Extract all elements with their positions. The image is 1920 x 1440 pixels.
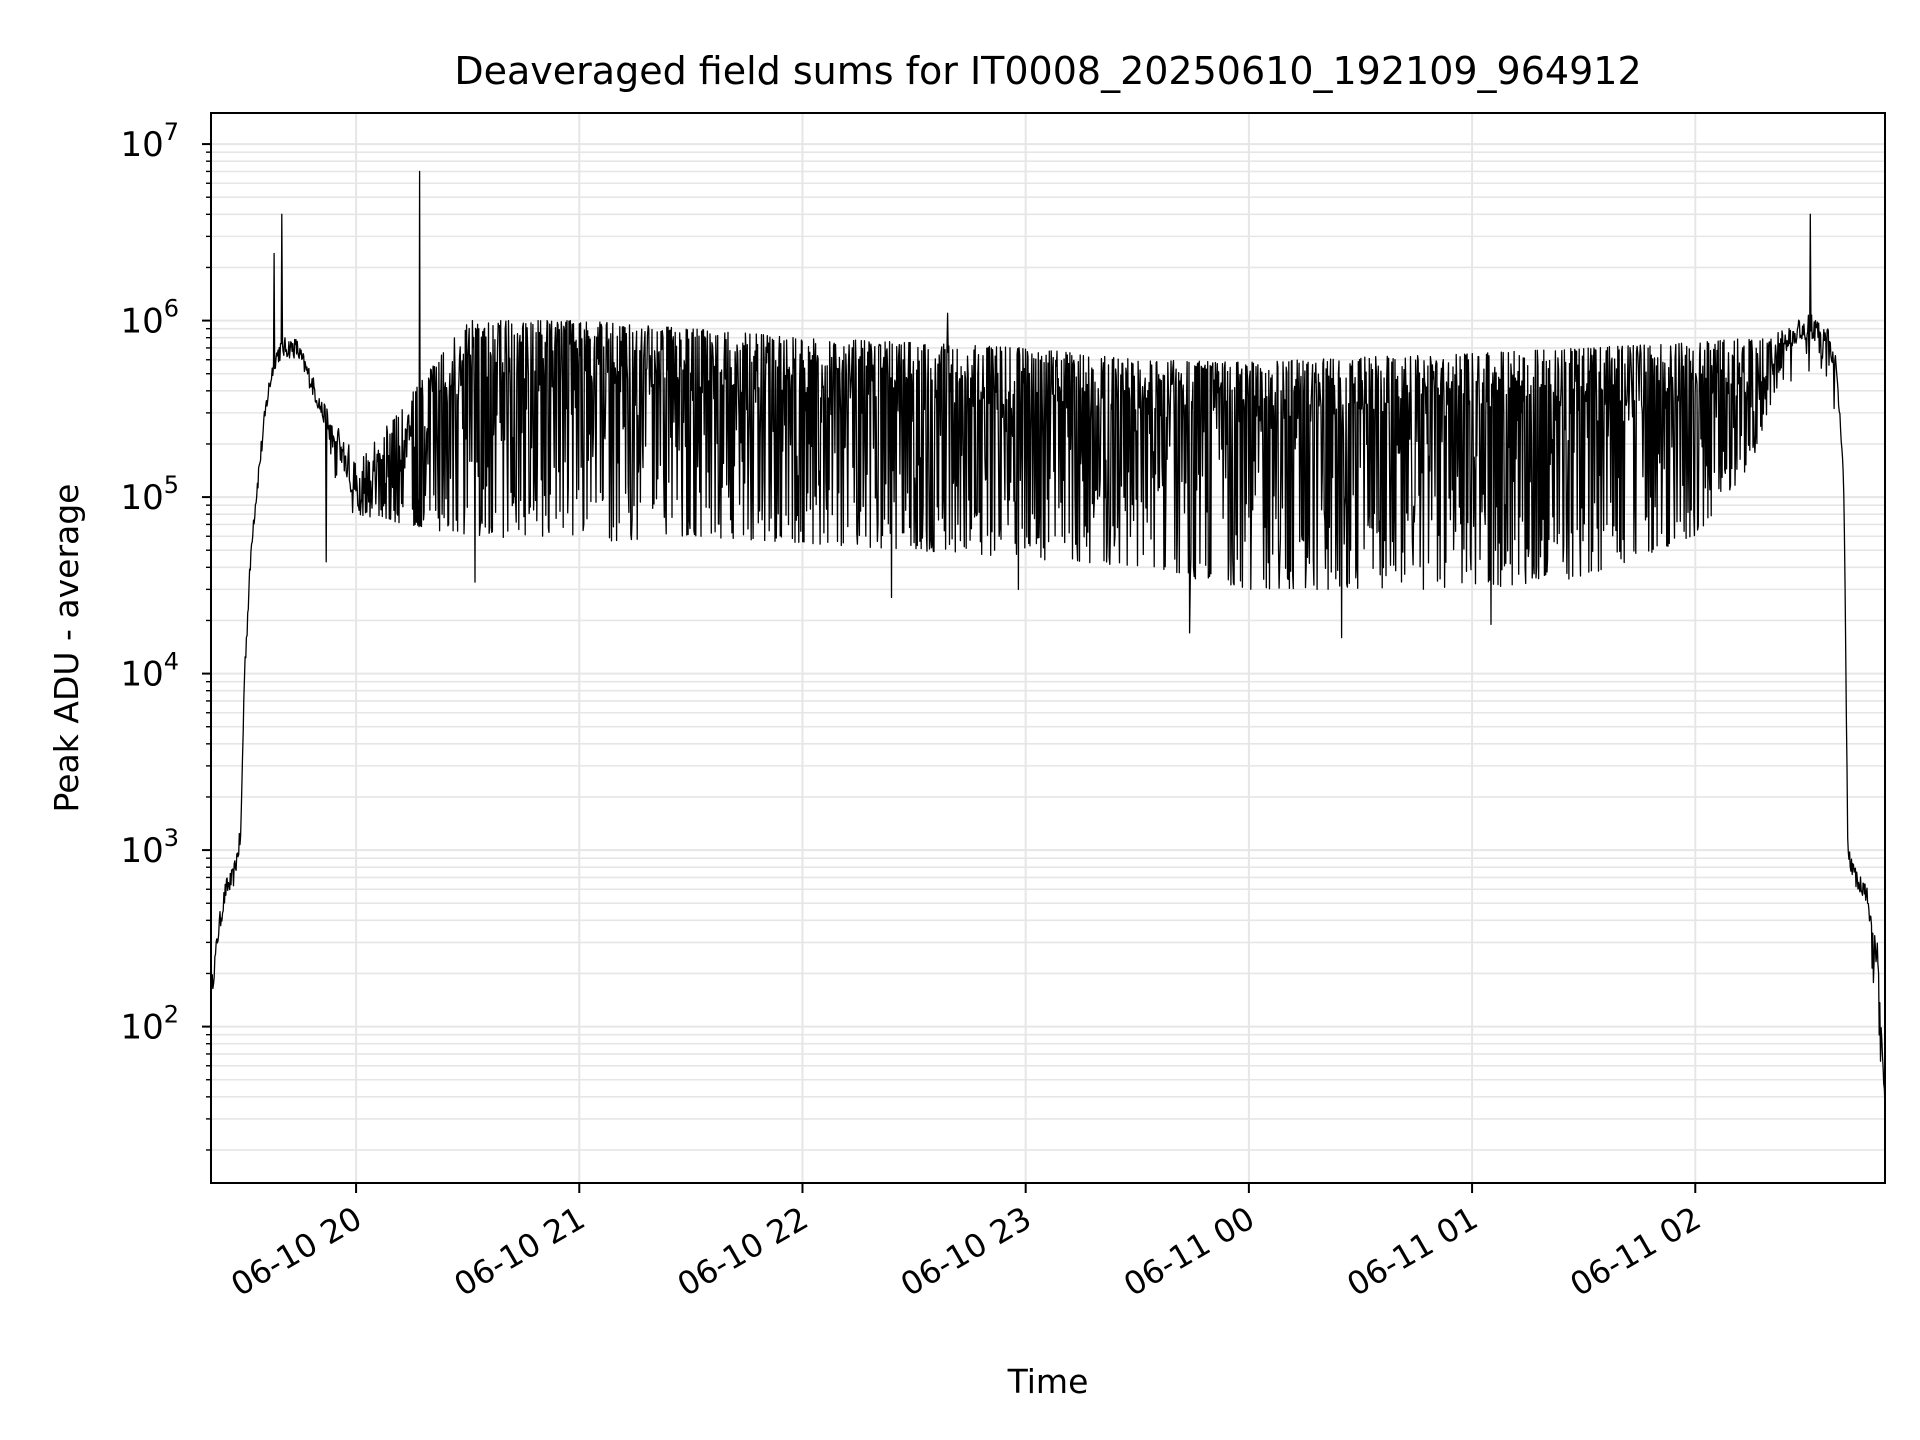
x-axis-label: Time — [1007, 1362, 1089, 1401]
y-axis-label: Peak ADU - average — [47, 484, 86, 813]
y-tick-label: 105 — [120, 471, 179, 518]
y-tick-label: 107 — [120, 118, 179, 165]
chart-title: Deaveraged field sums for IT0008_2025061… — [454, 49, 1641, 93]
data-line — [210, 170, 1886, 1111]
y-axis: 102 103 104 105 106 107 — [120, 118, 211, 1151]
y-tick-label: 102 — [120, 1001, 179, 1048]
series — [210, 170, 1886, 1111]
plot-frame — [210, 112, 1886, 1184]
y-tick-label: 103 — [120, 824, 179, 871]
y-tick-label: 104 — [120, 648, 179, 695]
y-tick-label: 106 — [120, 295, 179, 342]
